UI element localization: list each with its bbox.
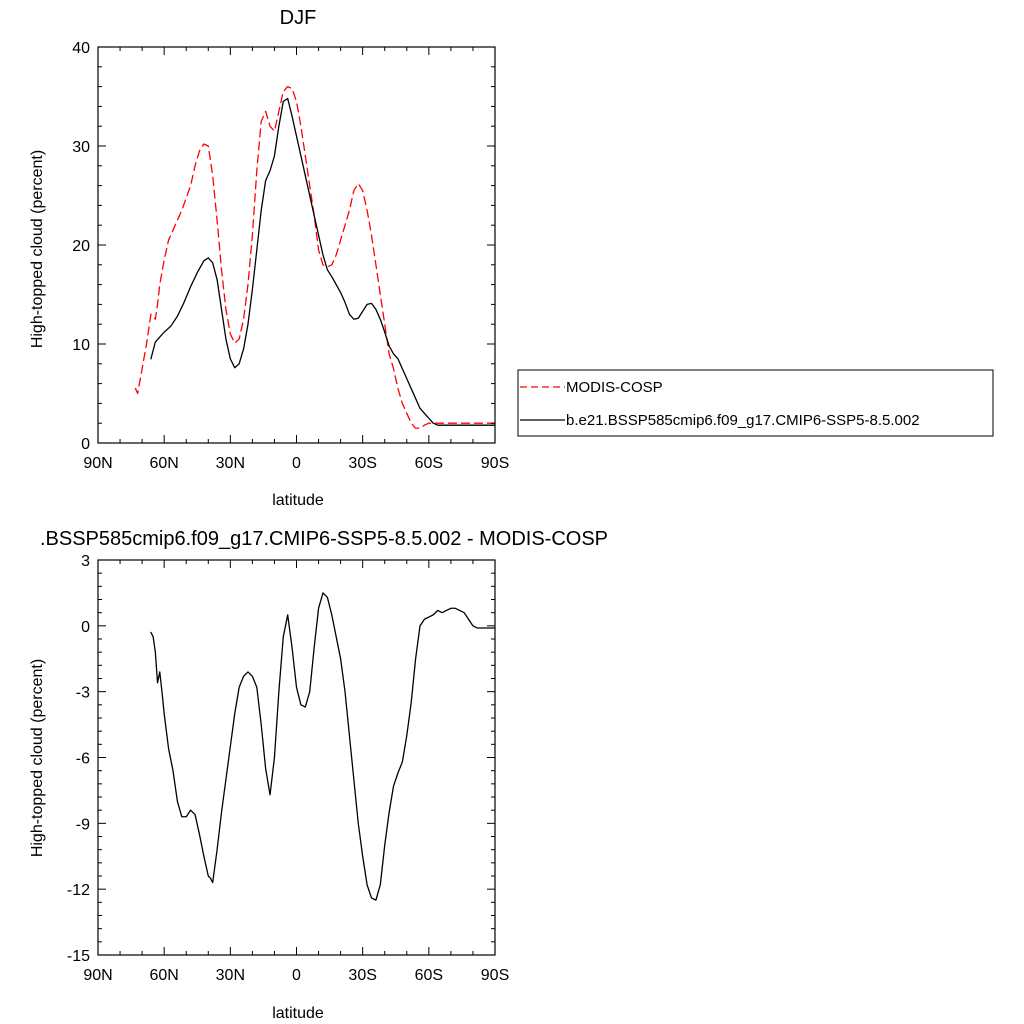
bottom-y-tick-label: -15 [67, 948, 90, 965]
top-x-tick-label: 0 [292, 455, 301, 472]
bottom-axes-layer: 90N 60N 30N 0 30S 60S 90S 3 0 -3 -6 -9 -12 -15 [67, 553, 509, 984]
top-y-tick-label: 20 [72, 238, 90, 255]
top-panel: DJF 90N 60N 30N 0 30S 60S 90S 0 10 20 30 40 latitud… [29, 7, 509, 509]
top-y-tick-label: 10 [72, 337, 90, 354]
bottom-x-tick-label: 30S [348, 967, 376, 984]
top-series-line-a [134, 85, 496, 429]
top-plot-title: DJF [280, 7, 317, 29]
bottom-y-axis-title: High-topped cloud (percent) [29, 659, 46, 857]
top-x-tick-label: 60N [149, 455, 178, 472]
bottom-y-tick-label: 3 [81, 553, 90, 570]
top-x-tick-label: 30S [348, 455, 376, 472]
bottom-x-tick-label: 90N [83, 967, 112, 984]
bottom-x-tick-label: 60N [149, 967, 178, 984]
bottom-y-tick-label: -6 [76, 751, 90, 768]
top-x-tick-label: 30N [216, 455, 245, 472]
bottom-x-tick-label: 0 [292, 967, 301, 984]
bottom-series-layer [150, 592, 496, 901]
top-series-layer [134, 85, 496, 429]
bottom-x-tick-label: 60S [415, 967, 443, 984]
top-series-line-b [150, 97, 496, 426]
bottom-plot-title: .BSSP585cmip6.f09_g17.CMIP6-SSP5-8.5.002… [40, 528, 608, 550]
legend-entry-model: b.e21.BSSP585cmip6.f09_g17.CMIP6-SSP5-8.… [566, 412, 920, 429]
bottom-series-line-a [150, 592, 496, 901]
bottom-x-tick-label: 30N [216, 967, 245, 984]
top-x-tick-label: 60S [415, 455, 443, 472]
bottom-panel: .BSSP585cmip6.f09_g17.CMIP6-SSP5-8.5.002… [29, 528, 608, 1022]
bottom-y-tick-label: -9 [76, 816, 90, 833]
legend-entry-modis: MODIS-COSP [566, 379, 663, 396]
top-x-axis-title: latitude [272, 492, 324, 509]
top-y-tick-label: 40 [72, 40, 90, 57]
bottom-y-tick-label: -12 [67, 882, 90, 899]
bottom-x-tick-label: 90S [481, 967, 509, 984]
top-x-tick-label: 90S [481, 455, 509, 472]
top-axes-layer: 90N 60N 30N 0 30S 60S 90S 0 10 20 30 40 [72, 40, 509, 472]
bottom-y-tick-label: -3 [76, 685, 90, 702]
bottom-plot-frame [97, 559, 496, 956]
top-y-tick-label: 0 [81, 436, 90, 453]
bottom-y-tick-label: 0 [81, 619, 90, 636]
top-y-tick-label: 30 [72, 139, 90, 156]
bottom-x-axis-title: latitude [272, 1005, 324, 1022]
top-plot-frame [97, 46, 496, 444]
top-x-tick-label: 90N [83, 455, 112, 472]
legend: MODIS-COSP b.e21.BSSP585cmip6.f09_g17.CM… [517, 369, 994, 437]
top-y-axis-title: High-topped cloud (percent) [29, 150, 46, 348]
legend-box [517, 369, 994, 437]
